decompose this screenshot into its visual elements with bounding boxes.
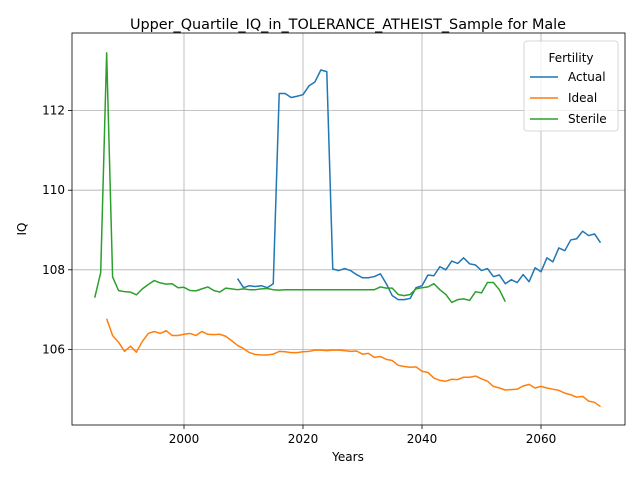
series-layer	[94, 52, 602, 408]
y-axis-label: IQ	[15, 223, 29, 236]
y-axis: 106 108 110 112	[42, 104, 72, 356]
legend-label-actual: Actual	[568, 70, 606, 84]
chart-title: Upper_Quartile_IQ_in_TOLERANCE_ATHEIST_S…	[130, 17, 566, 33]
x-axis-label: Years	[331, 450, 364, 464]
legend-label-ideal: Ideal	[568, 91, 597, 105]
x-tick-label: 2060	[526, 432, 557, 446]
x-tick-label: 2000	[169, 432, 200, 446]
legend-box	[523, 40, 619, 132]
x-axis: 2000 2020 2040 2060	[169, 425, 557, 446]
series-line-sterile	[94, 52, 506, 304]
y-tick-label: 110	[42, 183, 65, 197]
y-tick-label: 112	[42, 104, 65, 118]
y-tick-label: 106	[42, 342, 65, 356]
y-tick-label: 108	[42, 263, 65, 277]
legend: Fertility Actual Ideal Sterile	[523, 40, 619, 132]
legend-title: Fertility	[548, 51, 593, 65]
plot-area-frame	[71, 32, 626, 426]
x-tick-label: 2020	[288, 432, 319, 446]
legend-label-sterile: Sterile	[568, 112, 607, 126]
series-line-actual	[236, 69, 602, 301]
x-tick-label: 2040	[407, 432, 438, 446]
series-line-ideal	[105, 318, 601, 408]
